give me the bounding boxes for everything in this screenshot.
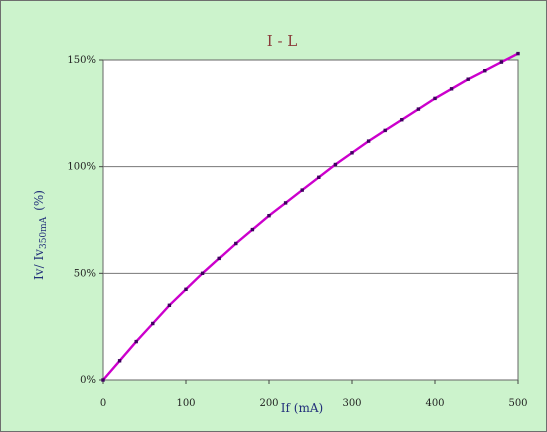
data-point [317,175,321,179]
data-point [466,77,470,81]
x-tick-label: 500 [508,398,527,409]
y-axis-label-main: Iv/ Iv [32,249,46,280]
data-point [499,60,504,64]
data-point [250,227,255,232]
x-tick-label: 300 [342,398,361,409]
data-point [400,118,404,122]
data-point [416,107,421,111]
x-tick-label: 100 [176,398,195,409]
x-tick-label: 0 [100,398,106,409]
data-point [200,271,205,275]
data-point [283,201,288,205]
y-axis-label: Iv/ Iv350mA (%) [32,190,49,280]
data-point [267,214,271,218]
x-tick-label: 400 [425,398,444,409]
y-tick-label: 50% [74,268,96,279]
data-point [101,378,105,382]
x-tick-label: 200 [259,398,278,409]
chart-title: I - L [267,32,298,50]
data-point [350,151,354,155]
gridlines [103,166,518,274]
y-tick-label: 0% [80,375,96,386]
data-point [234,241,238,246]
data-point [300,188,304,192]
data-point [383,128,387,133]
data-point [366,139,371,143]
plot-area [102,59,519,381]
series-line [102,52,519,381]
x-axis-ticks: 0 100 200 300 400 500 [100,380,528,409]
data-point [333,162,338,167]
x-axis-label: If (mA) [281,401,323,415]
data-point [449,87,454,91]
data-point [483,69,487,73]
data-point [184,287,188,291]
data-point [167,303,172,307]
data-point [433,96,437,101]
data-point [134,339,138,344]
y-axis-ticks: 0% 50% 100% 150% [67,55,103,386]
data-point [117,359,122,363]
y-tick-label: 100% [67,162,96,173]
data-point [516,51,520,56]
y-tick-label: 150% [67,55,96,66]
series-layer [101,51,520,382]
data-point [217,256,221,261]
y-axis-label-subscript: 350mA [39,216,49,249]
y-axis-label-suffix: (%) [32,190,46,211]
data-point [151,321,155,326]
